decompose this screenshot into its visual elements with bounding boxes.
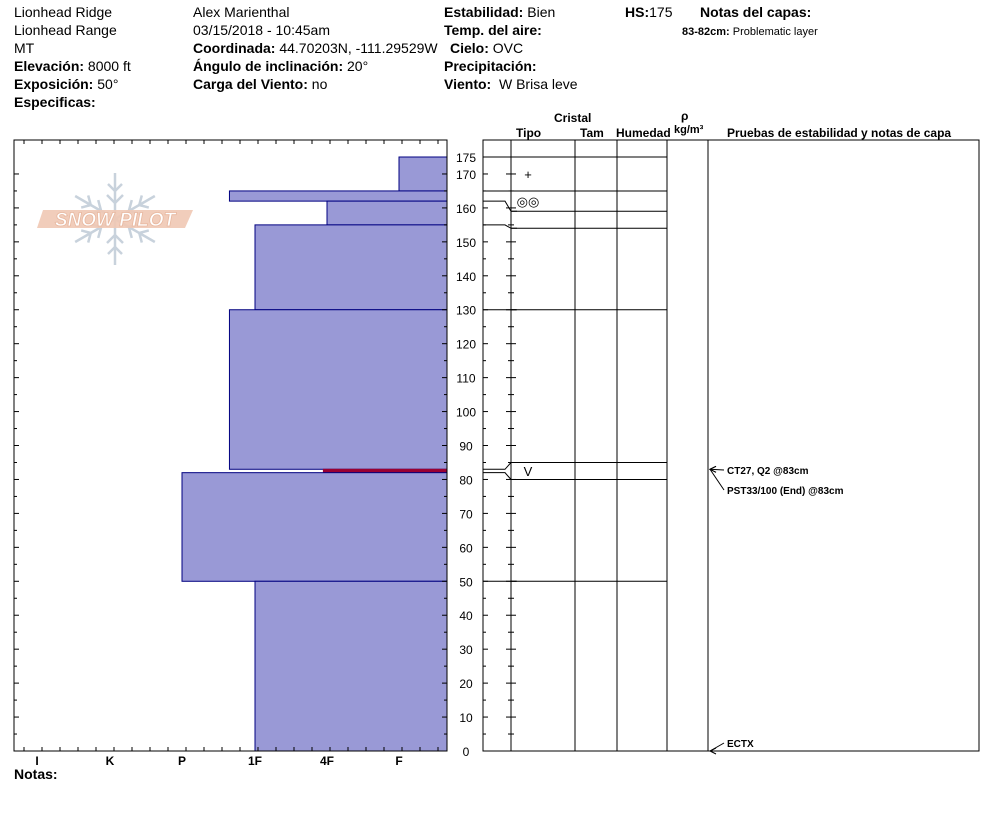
snowpilot-logo: SNOW PILOT (37, 173, 193, 265)
hardness-label: I (35, 754, 38, 768)
density-unit-header: kg/m³ (674, 124, 704, 136)
type-header: Tipo (516, 126, 542, 140)
crystal-symbol: ◎◎ (517, 194, 540, 209)
layer-connector (483, 224, 517, 229)
depth-tick-label: 130 (456, 304, 476, 318)
depth-tick-label: 30 (459, 643, 473, 657)
depth-tick-label: 110 (456, 372, 475, 386)
stability-test-label: PST33/100 (End) @83cm (727, 486, 844, 497)
depth-tick-label: 175 (456, 151, 476, 165)
hardness-label: F (395, 754, 402, 768)
depth-tick-label: 160 (456, 202, 476, 216)
depth-tick-label: 80 (459, 473, 473, 487)
layer-table-frame (482, 139, 980, 752)
hardness-label: 1F (248, 754, 262, 768)
test-arrow (709, 468, 725, 491)
snow-height: HS:175 (625, 4, 673, 20)
wind: Viento: W Brisa leve (444, 76, 578, 92)
crystal-header: Cristal (554, 111, 592, 125)
layer-bar (228, 190, 448, 202)
layer-notes-label: Notas del capas: (700, 4, 812, 20)
hardness-label: P (178, 754, 186, 768)
test-arrow (709, 468, 725, 471)
layer-bar (254, 580, 448, 752)
size-header: Tam (580, 126, 604, 140)
depth-tick-label: 170 (456, 168, 476, 182)
logo-text: SNOW PILOT (55, 210, 177, 231)
layer-connector (483, 472, 517, 480)
stability: Estabilidad: Bien (444, 4, 556, 20)
wind-loading: Carga del Viento: no (193, 76, 328, 92)
hardness-label: 4F (320, 754, 334, 768)
stability-test-label: ECTX (727, 739, 754, 750)
depth-tick-label: 0 (463, 745, 470, 759)
observer: Alex Marienthal (193, 4, 290, 20)
moisture-header: Humedad (616, 126, 671, 140)
air-temp-label: Temp. del aire: (444, 22, 542, 38)
coordinates: Coordinada: 44.70203N, -111.29529W (193, 40, 438, 56)
depth-tick-label: 140 (456, 270, 476, 284)
precip-label: Precipitación: (444, 58, 537, 74)
tests-header: Pruebas de estabilidad y notas de capa (727, 126, 952, 140)
depth-tick-label: 70 (459, 507, 473, 521)
hardness-label: K (106, 754, 115, 768)
specifics-label: Especificas: (14, 94, 96, 110)
layer-bar (326, 200, 448, 226)
depth-tick-label: 120 (456, 338, 476, 352)
range: Lionhead Range (14, 22, 117, 38)
depth-tick-label: 40 (459, 609, 473, 623)
sky: Cielo: OVC (450, 40, 524, 56)
state: MT (14, 40, 35, 56)
layer-bar (181, 472, 448, 582)
stability-test-label: CT27, Q2 @83cm (727, 466, 809, 477)
location: Lionhead Ridge (14, 4, 113, 20)
depth-tick-label: 50 (459, 575, 473, 589)
layer-connector (483, 200, 517, 212)
depth-tick-label: 150 (456, 236, 476, 250)
weak-layer-bar (322, 468, 448, 474)
depth-tick-label: 10 (459, 711, 473, 725)
datetime: 03/15/2018 - 10:45am (193, 22, 330, 38)
test-arrowhead (708, 747, 717, 755)
elevation: Elevación: 8000 ft (14, 58, 131, 74)
layer-note: 83-82cm: Problematic layer (682, 26, 818, 38)
crystal-symbol: + (524, 167, 532, 182)
depth-tick-label: 100 (456, 406, 476, 420)
notes-label: Notas: (14, 766, 58, 782)
rho-header: ρ (681, 109, 689, 123)
test-arrowhead (708, 465, 717, 473)
layer-bar (254, 224, 448, 311)
depth-tick-label: 20 (459, 677, 473, 691)
crystal-symbol: V (524, 464, 533, 479)
layer-connector (483, 461, 517, 470)
slope-angle: Ángulo de inclinación: 20° (193, 58, 369, 74)
layer-bar (398, 156, 448, 192)
layer-bar (228, 309, 448, 470)
depth-tick-label: 60 (459, 541, 473, 555)
depth-tick-label: 90 (459, 440, 473, 454)
aspect: Exposición: 50° (14, 76, 119, 92)
